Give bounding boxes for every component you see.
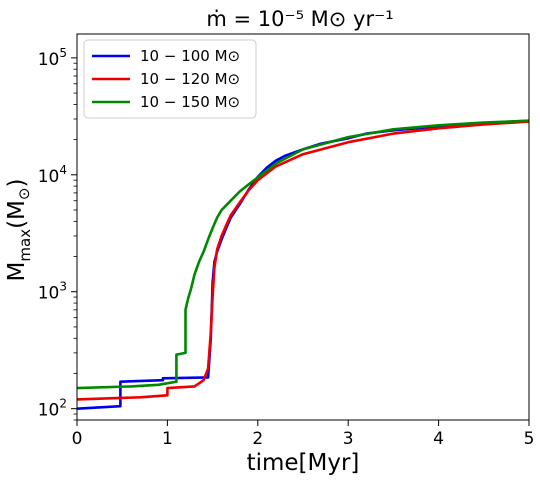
series-line-3: [77, 119, 529, 390]
y-tick-base: 10: [38, 401, 60, 421]
x-tick-label: 0: [72, 429, 83, 449]
y-tick-base: 10: [38, 167, 60, 187]
y-tick-label: 104: [38, 163, 67, 187]
legend-label-3: 10 − 150 M⊙: [140, 93, 240, 111]
plot-area: [77, 119, 529, 410]
y-tick-label: 105: [38, 46, 67, 70]
plot-frame: [76, 33, 530, 421]
y-tick-base: 10: [38, 50, 60, 70]
chart-title: ṁ = 10⁻⁵ M⊙ yr⁻¹: [206, 7, 393, 31]
y-label-sub: max: [16, 229, 34, 262]
y-label-rest: (M: [4, 200, 30, 229]
x-tick-label: 2: [252, 429, 263, 449]
y-tick-exponent: 4: [59, 163, 67, 177]
series-line-2: [77, 120, 529, 401]
x-tick-label: 1: [162, 429, 173, 449]
y-tick-label: 102: [38, 397, 67, 421]
y-tick-exponent: 2: [59, 397, 67, 411]
x-tick-label: 4: [433, 429, 444, 449]
y-label-close: ): [4, 179, 30, 188]
legend: 10 − 100 M⊙ 10 − 120 M⊙ 10 − 150 M⊙: [83, 39, 257, 119]
y-axis-label: Mmax(M⊙): [4, 179, 34, 282]
y-tick-label: 103: [38, 280, 67, 304]
legend-box: [83, 39, 257, 119]
y-label-m: M: [4, 262, 30, 282]
y-label-sun: ⊙: [15, 188, 33, 201]
x-tick-label: 3: [343, 429, 354, 449]
legend-label-1: 10 − 100 M⊙: [140, 47, 240, 65]
x-axis-label: time[Myr]: [247, 450, 360, 476]
y-tick-exponent: 5: [59, 46, 67, 60]
x-tick-label: 5: [524, 429, 535, 449]
y-tick-base: 10: [38, 284, 60, 304]
legend-label-2: 10 − 120 M⊙: [140, 70, 240, 88]
y-tick-exponent: 3: [59, 280, 67, 294]
